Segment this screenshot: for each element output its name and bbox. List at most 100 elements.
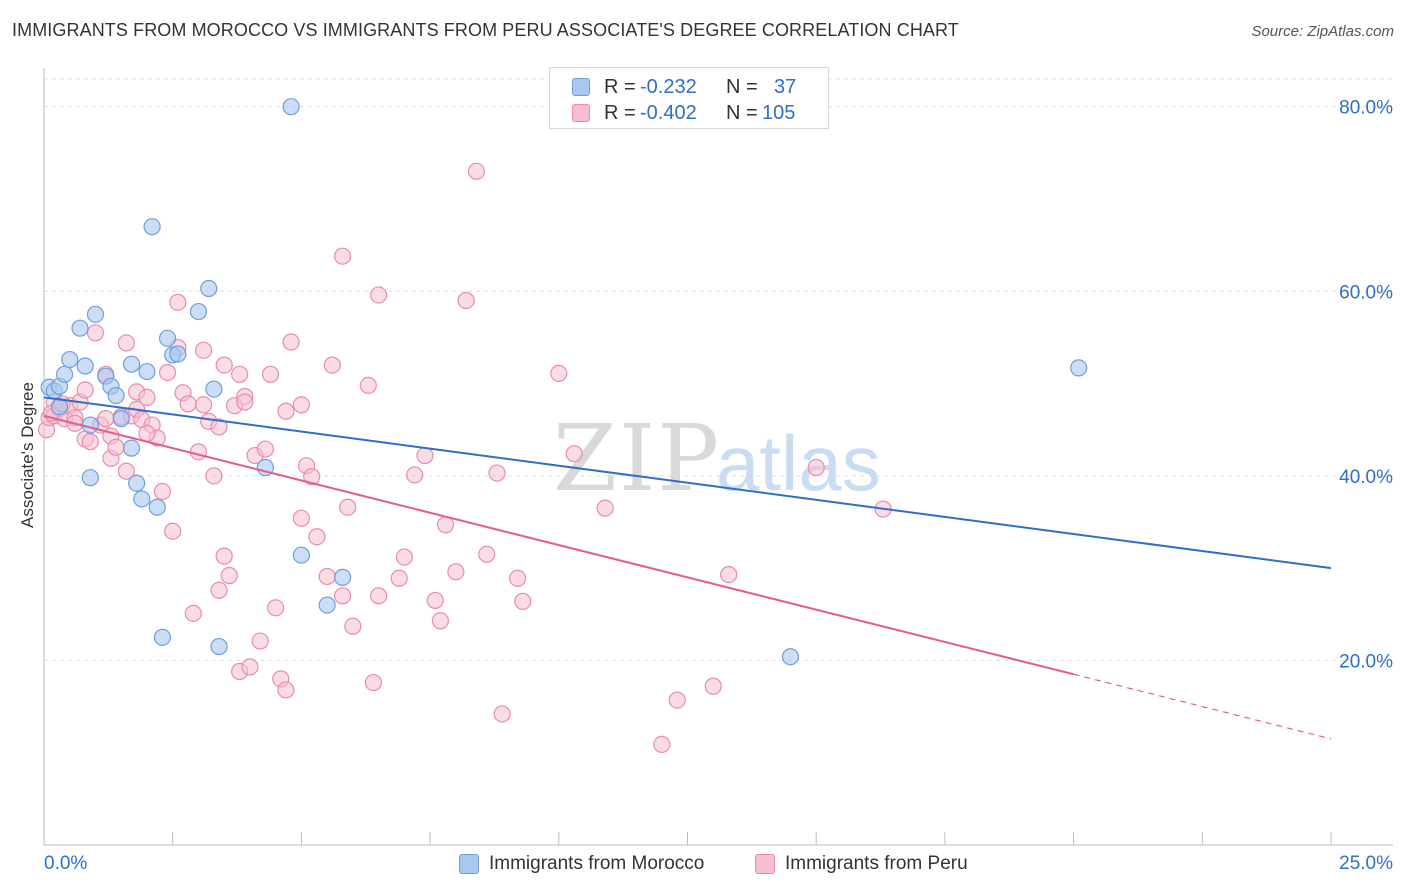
peru-point xyxy=(370,286,388,304)
n-value: 37 xyxy=(774,75,797,98)
peru-point xyxy=(97,410,115,428)
peru-point xyxy=(138,424,156,442)
peru-point xyxy=(426,591,444,610)
peru-point xyxy=(416,446,434,465)
morocco-point xyxy=(133,490,151,508)
peru-point xyxy=(493,705,511,723)
morocco-point xyxy=(333,568,352,586)
peru-point xyxy=(668,691,686,709)
n-label: N = xyxy=(726,101,758,124)
y-tick-label: 80.0% xyxy=(1339,98,1393,119)
peru-point xyxy=(261,365,280,383)
y-tick-label: 40.0% xyxy=(1339,467,1393,488)
morocco-point xyxy=(200,279,218,298)
peru-point xyxy=(210,418,228,436)
peru-point xyxy=(251,632,269,650)
morocco-trend-line xyxy=(43,396,1332,570)
peru-point xyxy=(406,466,424,484)
peru-point xyxy=(194,341,213,359)
peru-point xyxy=(596,499,614,517)
legend-peru-label: Immigrants from Peru xyxy=(785,853,968,874)
peru-point xyxy=(205,467,223,485)
morocco-point xyxy=(153,628,172,646)
peru-point xyxy=(478,545,496,563)
y-axis-label: Associate's Degree xyxy=(18,382,37,528)
peru-point xyxy=(653,735,671,754)
morocco-point xyxy=(169,345,187,363)
peru-point xyxy=(447,563,465,581)
r-label: R = xyxy=(604,75,636,98)
peru-point xyxy=(282,333,300,351)
peru-point xyxy=(488,464,506,482)
peru-swatch xyxy=(572,104,590,122)
morocco-point xyxy=(55,365,74,383)
peru-point xyxy=(395,548,413,566)
peru-point xyxy=(267,599,285,617)
peru-point xyxy=(308,528,326,546)
n-value: 105 xyxy=(762,101,796,124)
morocco-point xyxy=(76,357,94,375)
morocco-point xyxy=(122,439,141,457)
r-label: R = xyxy=(604,101,636,124)
peru-point xyxy=(344,617,362,635)
morocco-point xyxy=(210,637,228,656)
peru-point xyxy=(210,581,228,599)
peru-point xyxy=(189,443,208,461)
peru-point xyxy=(138,388,156,406)
morocco-point xyxy=(86,305,105,323)
peru-point xyxy=(194,396,213,414)
peru-point xyxy=(323,356,341,374)
peru-point xyxy=(390,569,408,587)
peru-point xyxy=(457,291,475,310)
peru-point xyxy=(318,567,336,586)
legend-morocco[interactable]: Immigrants from Morocco xyxy=(459,852,704,876)
morocco-point xyxy=(781,648,800,666)
peru-point xyxy=(236,393,254,411)
peru-point xyxy=(720,565,738,584)
peru-point xyxy=(231,365,249,383)
peru-point xyxy=(292,509,310,527)
peru-point xyxy=(364,673,383,692)
peru-point xyxy=(292,396,310,414)
peru-point xyxy=(370,587,388,605)
peru-point xyxy=(76,381,94,399)
morocco-point xyxy=(81,469,99,487)
peru-point xyxy=(81,433,99,451)
morocco-point xyxy=(122,355,141,373)
morocco-point xyxy=(189,302,208,321)
peru-point xyxy=(107,438,125,456)
peru-point xyxy=(256,440,274,458)
morocco-point xyxy=(107,386,125,405)
morocco-point xyxy=(292,546,310,564)
peru-point xyxy=(220,566,238,585)
peru-point xyxy=(179,395,197,413)
peru-legend-swatch xyxy=(755,854,775,874)
legend-peru[interactable]: Immigrants from Peru xyxy=(755,852,968,876)
chart-title: IMMIGRANTS FROM MOROCCO VS IMMIGRANTS FR… xyxy=(12,20,959,40)
y-tick-label: 60.0% xyxy=(1339,282,1393,303)
correlation-legend: R = -0.232 N = 37 R = -0.402 N = 105 xyxy=(549,67,829,129)
morocco-point xyxy=(318,596,336,614)
morocco-point xyxy=(205,380,223,398)
morocco-legend-swatch xyxy=(459,854,479,874)
peru-point xyxy=(704,677,722,695)
peru-point xyxy=(333,587,352,605)
chart-source: Source: ZipAtlas.com xyxy=(1251,23,1394,40)
morocco-point xyxy=(1070,359,1088,377)
peru-point xyxy=(514,592,532,610)
peru-point xyxy=(359,376,377,394)
legend-morocco-label: Immigrants from Morocco xyxy=(489,853,705,874)
morocco-point xyxy=(112,410,130,428)
peru-point xyxy=(158,363,177,382)
peru-trend-extension xyxy=(1073,673,1332,740)
peru-point xyxy=(277,402,295,420)
morocco-point xyxy=(148,498,166,516)
watermark-atlas: atlas xyxy=(716,419,881,507)
peru-point xyxy=(467,162,486,180)
peru-trend-line xyxy=(43,414,1074,676)
peru-point xyxy=(339,498,357,516)
legend-row-morocco: R = -0.232 N = 37 xyxy=(572,75,814,99)
peru-point xyxy=(277,681,295,699)
peru-point xyxy=(164,522,182,540)
r-value: -0.402 xyxy=(640,101,697,124)
